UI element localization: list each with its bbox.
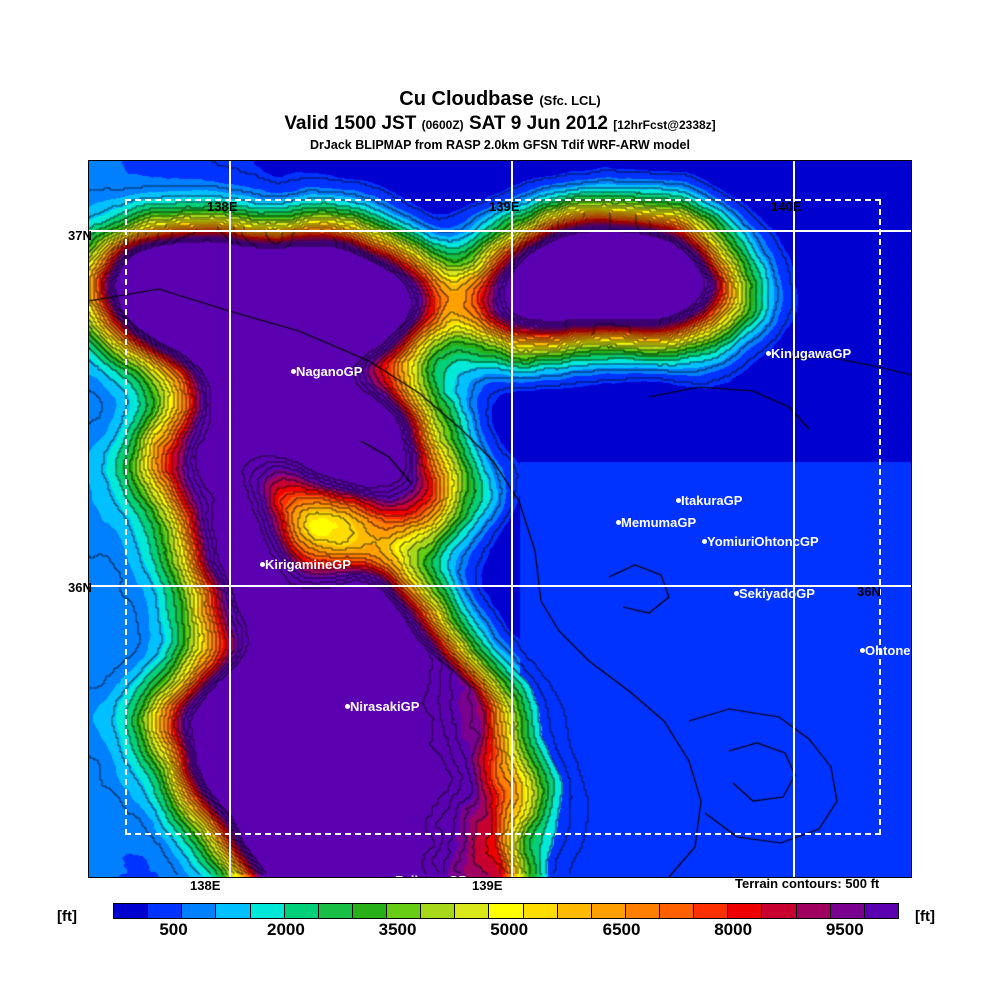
station-fujiganegp[interactable]: FujiganeGP [386, 873, 467, 877]
station-dot-icon [860, 648, 865, 653]
graticule-lat-36n [89, 585, 911, 587]
colorbar-tick-9500: 9500 [825, 920, 864, 939]
colorbar-swatch-11 [489, 904, 524, 918]
station-label: KirigamineGP [265, 557, 351, 572]
colorbar-swatch-22 [864, 904, 898, 918]
station-memumagp[interactable]: MemumaGP [612, 515, 696, 530]
axis-label-37n: 37N [68, 228, 92, 243]
forecast-domain-box [125, 199, 881, 835]
colorbar-swatch-12 [523, 904, 558, 918]
colorbar-swatch-19 [762, 904, 797, 918]
forecast-tag: [12hrFcst@2338z] [613, 118, 716, 132]
station-dot-icon [345, 704, 350, 709]
colorbar-swatch-4 [250, 904, 285, 918]
colorbar-tick-labels: 500 2000 3500 5000 6500 8000 9500 [113, 920, 899, 944]
cloudbase-heatmap-canvas [89, 161, 911, 877]
axis-label-139e: 139E [472, 878, 503, 893]
colorbar-legend: [ft] [ft] 500 2000 3500 5000 6500 8000 9500 [0, 900, 1000, 945]
colorbar-swatch-21 [830, 904, 865, 918]
map-label-36n-inside: 36N [857, 584, 881, 599]
colorbar-tick-5000: 5000 [490, 920, 529, 939]
axis-label-36n: 36N [68, 580, 92, 595]
station-label: MemumaGP [621, 515, 697, 530]
graticule-lon-140e [793, 161, 795, 877]
map-label-139e: 139E [489, 199, 520, 214]
station-label: ItakuraGP [681, 493, 743, 508]
station-nirasakigp[interactable]: NirasakiGP [341, 699, 419, 714]
colorbar-swatch-20 [796, 904, 831, 918]
colorbar-swatches[interactable] [113, 903, 899, 919]
title-main-subtext: (Sfc. LCL) [539, 93, 601, 108]
station-dot-icon [260, 562, 265, 567]
colorbar-swatch-18 [728, 904, 763, 918]
title-line-main: Cu Cloudbase (Sfc. LCL) [0, 88, 1000, 112]
graticule-lat-37n [89, 230, 911, 232]
station-yomiuriohtoncgp[interactable]: YomiuriOhtoncGP [698, 534, 819, 549]
station-label: OhtoneGP [865, 643, 911, 658]
title-line-valid: Valid 1500 JST (0600Z) SAT 9 Jun 2012 [1… [0, 112, 1000, 137]
colorbar-swatch-5 [284, 904, 319, 918]
colorbar-swatch-17 [694, 904, 729, 918]
colorbar-swatch-9 [421, 904, 456, 918]
colorbar-swatch-14 [591, 904, 626, 918]
station-label: SekiyadoGP [739, 586, 815, 601]
colorbar-swatch-0 [114, 904, 149, 918]
map-label-138e: 138E [207, 199, 238, 214]
colorbar-swatch-1 [148, 904, 183, 918]
station-naganogp[interactable]: NaganoGP [287, 364, 362, 379]
colorbar-swatch-16 [660, 904, 695, 918]
station-label: NirasakiGP [350, 699, 420, 714]
map-frame[interactable]: 138E 139E 140E 36N NaganoGP KinugawaGP I… [88, 160, 912, 878]
station-label: YomiuriOhtoncGP [707, 534, 819, 549]
title-line-model: DrJack BLIPMAP from RASP 2.0km GFSN Tdif… [310, 138, 690, 152]
colorbar-tick-3500: 3500 [378, 920, 417, 939]
colorbar-tick-8000: 8000 [714, 920, 753, 939]
station-dot-icon [291, 369, 296, 374]
graticule-lon-138e [229, 161, 231, 877]
valid-prefix: Valid 1500 JST [284, 113, 417, 134]
station-ohtonegp[interactable]: OhtoneGP [856, 643, 911, 658]
station-dot-icon [734, 591, 739, 596]
colorbar-tick-500: 500 [159, 920, 188, 939]
map-label-140e: 140E [771, 199, 802, 214]
station-label: NaganoGP [296, 364, 363, 379]
station-dot-icon [702, 539, 707, 544]
station-dot-icon [766, 351, 771, 356]
colorbar-swatch-15 [625, 904, 660, 918]
title-main-text: Cu Cloudbase [399, 88, 534, 110]
colorbar-unit-right: [ft] [915, 908, 935, 925]
colorbar-swatch-3 [216, 904, 251, 918]
colorbar-swatch-2 [182, 904, 217, 918]
terrain-contours-note: Terrain contours: 500 ft [735, 876, 880, 891]
colorbar-swatch-13 [557, 904, 592, 918]
colorbar-swatch-6 [318, 904, 353, 918]
station-dot-icon [616, 520, 621, 525]
colorbar-tick-2000: 2000 [266, 920, 305, 939]
colorbar-swatch-7 [352, 904, 387, 918]
station-dot-icon [676, 498, 681, 503]
station-kinugawagp[interactable]: KinugawaGP [762, 346, 851, 361]
station-label: FujiganeGP [395, 873, 467, 877]
station-itakuragp[interactable]: ItakuraGP [672, 493, 742, 508]
station-sekiyadogp[interactable]: SekiyadoGP [730, 586, 815, 601]
axis-label-138e: 138E [190, 878, 221, 893]
station-label: KinugawaGP [771, 346, 852, 361]
colorbar-swatch-8 [387, 904, 422, 918]
colorbar-tick-6500: 6500 [602, 920, 641, 939]
valid-utc: (0600Z) [421, 118, 464, 132]
colorbar-unit-left: [ft] [57, 908, 77, 925]
station-kirigaminegp[interactable]: KirigamineGP [256, 557, 351, 572]
valid-date: SAT 9 Jun 2012 [468, 113, 608, 134]
graticule-lon-139e [511, 161, 513, 877]
colorbar-swatch-10 [455, 904, 490, 918]
chart-title-block: Cu Cloudbase (Sfc. LCL) Valid 1500 JST (… [0, 88, 1000, 154]
